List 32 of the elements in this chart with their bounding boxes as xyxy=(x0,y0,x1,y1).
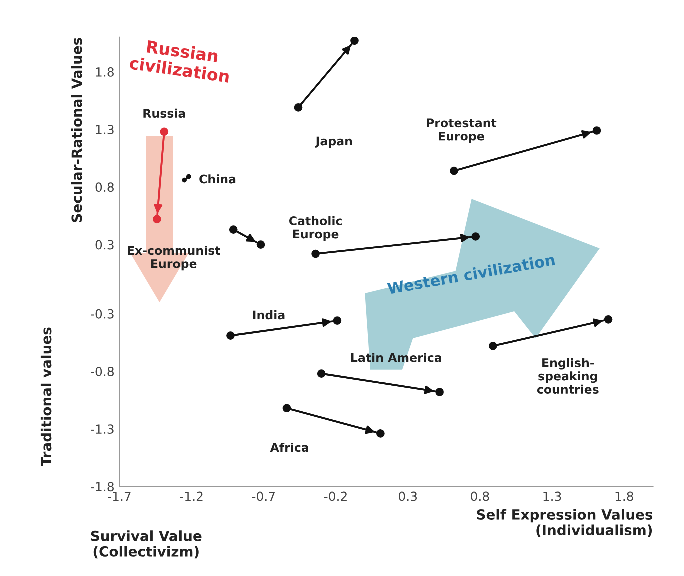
x-tick-label: -0.7 xyxy=(252,492,276,502)
series-label: Latin America xyxy=(351,353,442,362)
y-tick-label: -0.3 xyxy=(91,309,114,319)
x-tick-label: -0.2 xyxy=(324,492,347,502)
y-tick-label: 1.8 xyxy=(96,67,114,77)
y-tick-label: -1.3 xyxy=(91,424,114,434)
y-tick-label: 0.3 xyxy=(96,240,114,250)
annotation: Western civilization xyxy=(387,254,556,295)
series-label: Russia xyxy=(144,108,186,118)
series-label: Protestant Europe xyxy=(427,118,497,144)
series-label: China xyxy=(200,174,236,184)
x-tick-label: 1.8 xyxy=(616,492,634,502)
y-tick-label: -0.8 xyxy=(91,366,114,376)
text: Traditional values xyxy=(40,328,52,467)
x-tick-label: 0.3 xyxy=(398,492,418,502)
text: Africa xyxy=(270,442,308,452)
text: Survival Value (Collectivizm) xyxy=(91,530,202,559)
x-axis-title: Self Expression Values (Individualism) xyxy=(477,509,653,538)
x-tick-label: 0.8 xyxy=(471,492,490,502)
annotation: Ex-communist Europe xyxy=(128,246,220,271)
x-tick-label: -1.2 xyxy=(180,492,203,502)
y-axis-title: Secular-Rational Values xyxy=(71,38,82,222)
x-tick-label: -1.7 xyxy=(108,492,131,502)
annotation: Russian civilization xyxy=(130,40,230,84)
series-label: Catholic Europe xyxy=(289,216,342,241)
y-tick-label: 1.3 xyxy=(96,125,114,135)
text: Japan xyxy=(315,136,352,148)
x-tick-label: 1.3 xyxy=(544,492,562,502)
y-tick-label: -1.8 xyxy=(91,482,114,492)
y-tick-label: 0.8 xyxy=(96,182,114,192)
series-label: India xyxy=(253,310,285,320)
series-label: English- speaking countries xyxy=(537,358,599,394)
